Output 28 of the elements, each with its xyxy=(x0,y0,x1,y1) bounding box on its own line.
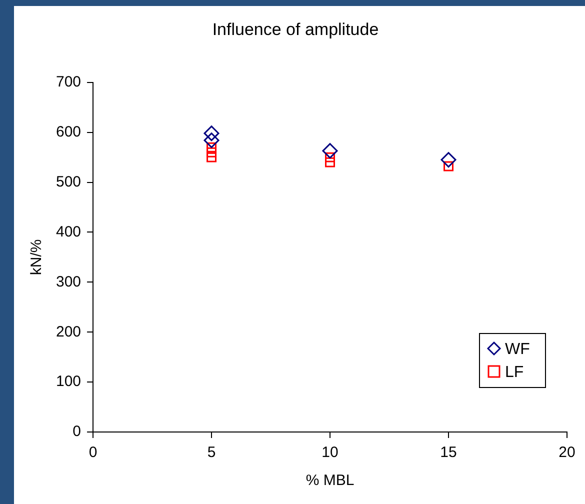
point xyxy=(325,157,336,168)
y-tick-label: 200 xyxy=(56,323,82,340)
x-axis-title: % MBL xyxy=(306,472,354,490)
point xyxy=(325,152,336,162)
point xyxy=(322,143,338,159)
x-tick-label: 15 xyxy=(440,444,457,462)
legend-label: WF xyxy=(505,340,530,358)
point xyxy=(204,126,220,142)
y-tick-label: 500 xyxy=(56,173,82,190)
point xyxy=(206,152,217,162)
point xyxy=(204,132,220,148)
chart-title: Influence of amplitude xyxy=(212,20,379,39)
y-axis-title: kN/% xyxy=(28,239,46,276)
y-tick-label: 0 xyxy=(72,423,82,440)
x-tick-label: 10 xyxy=(322,444,338,462)
x-tick-label: 0 xyxy=(88,444,98,462)
y-tick-label: 600 xyxy=(56,123,82,140)
point xyxy=(444,161,454,172)
y-tick-label: 100 xyxy=(56,373,82,390)
x-tick-label: 20 xyxy=(558,444,576,462)
x-tick-label: 5 xyxy=(207,444,216,462)
y-tick-label: 300 xyxy=(56,273,82,290)
point xyxy=(440,152,456,168)
point xyxy=(206,147,217,158)
legend-label: LF xyxy=(505,364,524,381)
point xyxy=(206,142,217,152)
y-tick-label: 700 xyxy=(56,74,82,91)
y-tick-label: 400 xyxy=(56,223,82,240)
